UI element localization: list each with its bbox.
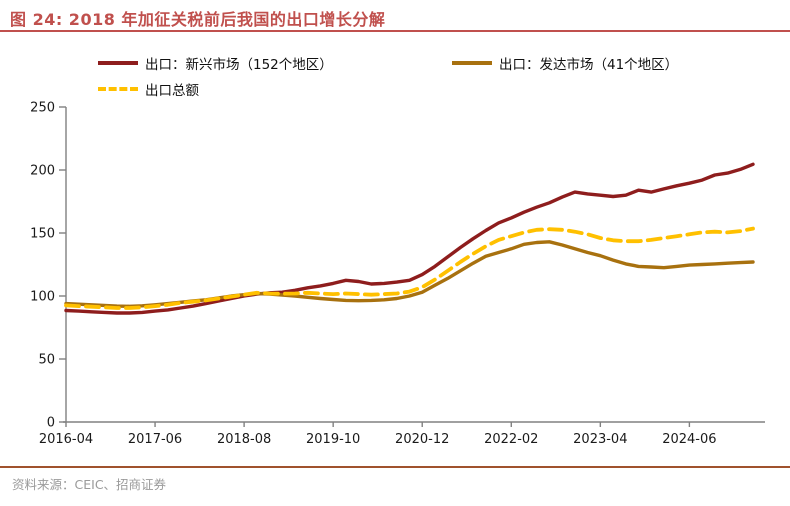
- y-tick-label: 0: [47, 416, 55, 431]
- line-chart: 0 50 100 150 200 250 2016-04 2017-06 2018-08 2019…: [30, 101, 765, 447]
- x-tick-label: 2017-06: [128, 432, 182, 447]
- x-tick-label: 2018-08: [217, 432, 271, 447]
- page-title: 图 24: 2018 年加征关税前后我国的出口增长分解: [10, 10, 386, 29]
- legend-line-emerging-icon: [98, 61, 138, 65]
- series-line-developed: [64, 240, 755, 309]
- x-tick-label: 2023-04: [573, 432, 627, 447]
- legend-item-total: 出口总额: [98, 80, 199, 99]
- legend-label-total: 出口总额: [145, 83, 199, 99]
- y-tick-label: 200: [30, 164, 55, 179]
- series-line-emerging: [64, 162, 755, 315]
- y-tick-label: 150: [30, 227, 55, 242]
- y-tick-label: 100: [30, 290, 55, 305]
- y-tick-label: 50: [38, 353, 55, 368]
- x-tick-label: 2024-06: [662, 432, 716, 447]
- source-text: 资料来源：CEIC、招商证券: [12, 477, 167, 492]
- legend-item-developed: 出口：发达市场（41个地区）: [452, 54, 679, 73]
- legend-label-developed: 出口：发达市场（41个地区）: [499, 57, 679, 73]
- legend-line-developed-icon: [452, 61, 492, 65]
- legend-item-emerging: 出口：新兴市场（152个地区）: [98, 54, 333, 73]
- x-tick-label: 2019-10: [306, 432, 360, 447]
- y-tick-label: 250: [30, 101, 55, 116]
- legend-line-total-icon: [98, 87, 138, 91]
- source-rule: [0, 466, 790, 468]
- x-tick-label: 2016-04: [39, 432, 93, 447]
- title-rule: [0, 30, 790, 32]
- x-tick-label: 2020-12: [395, 432, 449, 447]
- series-line-total: [64, 226, 755, 310]
- legend-label-emerging: 出口：新兴市场（152个地区）: [145, 57, 333, 73]
- x-tick-label: 2022-02: [484, 432, 538, 447]
